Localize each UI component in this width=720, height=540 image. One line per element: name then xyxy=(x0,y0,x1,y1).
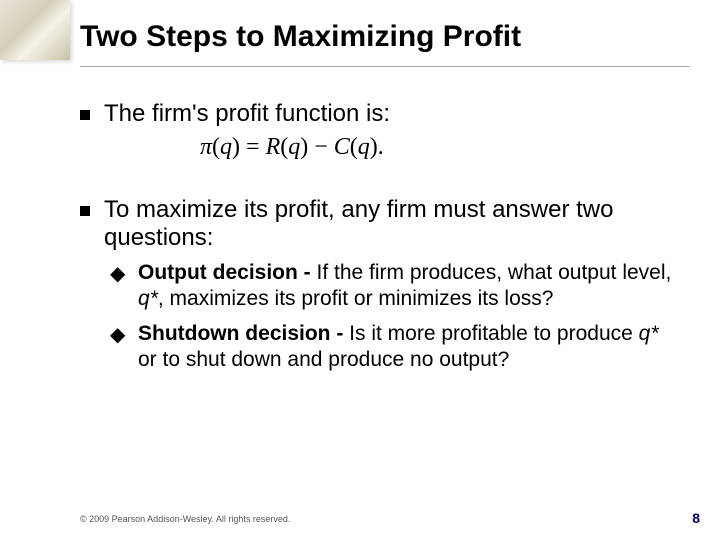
q-star: q* xyxy=(639,322,659,345)
sub-bullet-text: Shutdown decision - Is it more profitabl… xyxy=(138,321,680,374)
body-content: The firm's profit function is: π(q) = R(… xyxy=(80,100,680,373)
slide: Two Steps to Maximizing Profit The firm'… xyxy=(0,0,720,540)
sub-bullet-part-b: , maximizes its profit or minimizes its … xyxy=(158,287,554,310)
diamond-bullet-icon: ◆ xyxy=(110,262,126,287)
corner-decorative-image xyxy=(0,0,70,60)
bullet-text: To maximize its profit, any firm must an… xyxy=(104,196,680,252)
profit-formula: π(q) = R(q) − C(q). xyxy=(200,134,680,161)
sub-bullet-bold: Shutdown decision - xyxy=(138,322,349,345)
bullet-text: The firm's profit function is: xyxy=(104,100,390,128)
page-number: 8 xyxy=(692,510,700,526)
sub-bullet-text: Output decision - If the firm produces, … xyxy=(138,260,680,313)
diamond-bullet-icon: ◆ xyxy=(110,323,126,348)
sub-bullet-part-a: If the firm produces, what output level, xyxy=(317,261,672,284)
title-underline xyxy=(80,66,690,67)
title-block: Two Steps to Maximizing Profit xyxy=(80,20,690,67)
bullet-two-questions: To maximize its profit, any firm must an… xyxy=(80,196,680,252)
sub-bullet-bold: Output decision - xyxy=(138,261,317,284)
q-star: q* xyxy=(138,287,158,310)
sub-bullet-part-a: Is it more profitable to produce xyxy=(349,322,638,345)
sub-bullet-part-b: or to shut down and produce no output? xyxy=(138,348,509,371)
bullet-profit-function: The firm's profit function is: xyxy=(80,100,680,128)
copyright-footer: © 2009 Pearson Addison-Wesley. All right… xyxy=(80,514,290,524)
square-bullet-icon xyxy=(80,110,90,120)
square-bullet-icon xyxy=(80,206,90,216)
sub-bullet-shutdown-decision: ◆ Shutdown decision - Is it more profita… xyxy=(110,321,680,374)
slide-title: Two Steps to Maximizing Profit xyxy=(80,20,690,66)
sub-bullet-output-decision: ◆ Output decision - If the firm produces… xyxy=(110,260,680,313)
